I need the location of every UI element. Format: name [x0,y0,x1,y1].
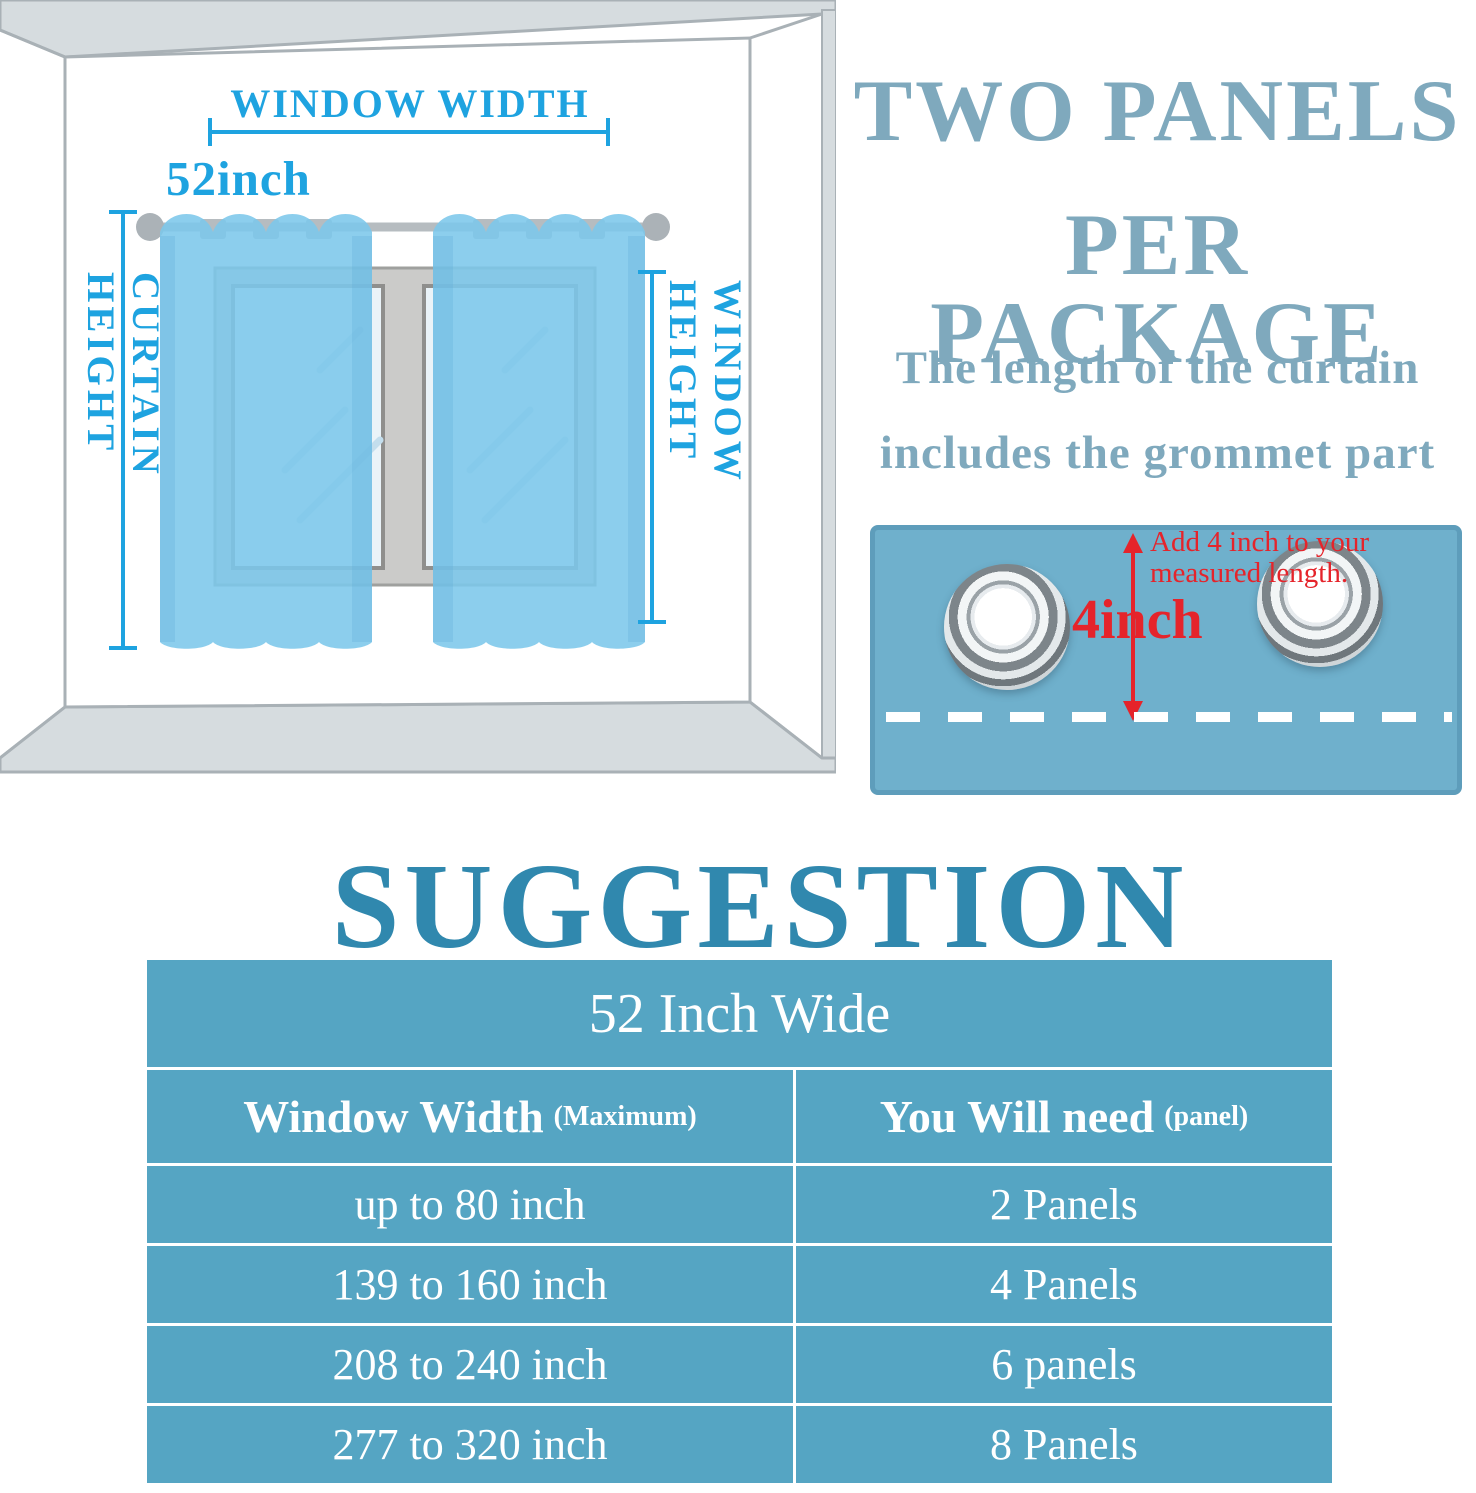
table-row-panels-4: 8 Panels [796,1406,1332,1483]
hem-dashed-line [886,712,1452,722]
table-row-width-3: 208 to 240 inch [147,1326,793,1403]
window-width-measure-line [208,118,610,146]
column-header-you-will-need-text: You Will need [879,1091,1155,1142]
curtain-height-measure-line [109,210,137,650]
curtain-width-value: 52inch [166,151,311,206]
room-floor [0,700,836,774]
table-row-width-2: 139 to 160 inch [147,1246,793,1323]
column-header-you-will-need-small: (panel) [1164,1100,1249,1132]
grommet-ring-left [944,564,1070,690]
table-row-width-4: 277 to 320 inch [147,1406,793,1483]
perspective-line [0,28,66,59]
window-height-label: WINDOW HEIGHT [661,280,749,484]
table-caption: 52 Inch Wide [147,960,1332,1067]
panel-suggestion-table: 52 Inch Wide Window Width (Maximum) You … [147,960,1332,1483]
add-4-inch-note-line1: Add 4 inch to your [1150,526,1370,558]
table-row-width-1: up to 80 inch [147,1166,793,1243]
add-4-inch-note-line2: measured length. [1150,557,1349,589]
perspective-line [0,705,66,760]
column-header-window-width-text: Window Width [243,1091,544,1142]
table-row-panels-3: 6 panels [796,1326,1332,1403]
two-panels-heading-line2: PER PACKAGE [930,197,1385,382]
window-height-measure-line [638,270,666,624]
rod-finial-left [136,213,164,241]
curtain-panel-left [160,214,372,649]
length-note-line1: The length of the curtain [895,342,1420,394]
four-inch-arrow [1123,533,1143,721]
curtain-height-label: CURTAIN HEIGHT [79,272,167,478]
two-panels-heading-line1: TWO PANELS [853,63,1462,160]
column-header-window-width: Window Width (Maximum) [147,1070,793,1163]
perspective-line [749,700,823,760]
four-inch-value: 4inch [1072,589,1203,651]
table-row-panels-1: 2 Panels [796,1166,1332,1243]
room-diagram [0,0,836,774]
rod-finial-right [642,213,670,241]
table-row-panels-2: 4 Panels [796,1246,1332,1323]
curtain-panel-right [433,214,645,649]
window-width-label: WINDOW WIDTH [230,81,590,126]
length-note-line2: includes the grommet part [879,427,1436,479]
room-right-edge [821,9,836,763]
column-header-window-width-small: (Maximum) [553,1100,697,1132]
column-header-you-will-need: You Will need (panel) [796,1070,1332,1163]
grommet-ring-right [1257,541,1383,667]
suggestion-title: SUGGESTION [331,839,1189,974]
perspective-line [749,12,823,40]
curtain-folds [160,236,645,642]
